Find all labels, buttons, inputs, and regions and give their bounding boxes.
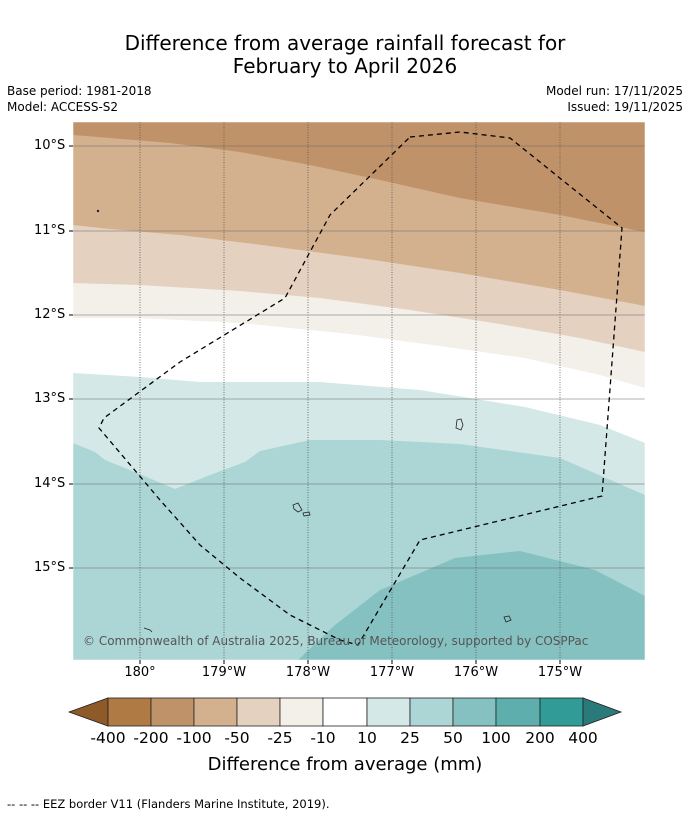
islet-north-west — [96, 209, 100, 213]
colorbar-tick-label: 200 — [525, 729, 555, 747]
colorbar — [67, 697, 623, 727]
lon-label-178w: 178°W — [285, 665, 331, 680]
colorbar-label: Difference from average (mm) — [207, 754, 483, 775]
lon-label-176w: 176°W — [453, 665, 499, 680]
issued-date: Issued: 19/11/2025 — [567, 100, 683, 114]
colorbar-tick-label: 10 — [357, 729, 377, 747]
colorbar-swatch-1 — [107, 697, 152, 727]
eez-border — [98, 131, 623, 646]
islands — [96, 209, 512, 633]
colorbar-tick-label: -10 — [310, 729, 336, 747]
map-bands — [73, 122, 645, 660]
chart-title-line-2: February to April 2026 — [232, 54, 458, 78]
colorbar-swatch-8 — [409, 697, 454, 727]
lat-label-15s: 15°S — [34, 560, 66, 575]
colorbar-tick-label: 50 — [443, 729, 463, 747]
colorbar-tick-label: -400 — [90, 729, 126, 747]
island-central-small — [302, 511, 311, 517]
colorbar-min-extension — [67, 697, 109, 727]
model-name: Model: ACCESS-S2 — [7, 100, 119, 114]
colorbar-swatch-5 — [279, 697, 324, 727]
colorbar-swatch-3 — [193, 697, 238, 727]
band-plus-50-100 — [298, 551, 645, 660]
band-minus-100-200 — [73, 122, 645, 232]
island-south-west — [143, 627, 153, 633]
island-south-east — [503, 615, 512, 623]
colorbar-tick-label: -100 — [176, 729, 212, 747]
colorbar-tick-label: 400 — [568, 729, 598, 747]
lat-label-10s: 10°S — [34, 138, 66, 153]
colorbar-swatch-11 — [539, 697, 584, 727]
lon-label-177w: 177°W — [369, 665, 415, 680]
chart-title-line-1: Difference from average rainfall forecas… — [124, 31, 566, 55]
colorbar-tick-label: 25 — [400, 729, 420, 747]
eez-footnote: -- -- -- EEZ border V11 (Flanders Marine… — [7, 797, 330, 811]
map-gridlines — [73, 145, 645, 569]
colorbar-tick-label: -200 — [133, 729, 169, 747]
colorbar-swatch-6 — [322, 697, 368, 727]
colorbar-max-extension — [582, 697, 623, 727]
lon-label-179w: 179°W — [201, 665, 247, 680]
lat-label-12s: 12°S — [34, 307, 66, 322]
colorbar-tick-label: -25 — [267, 729, 293, 747]
model-run: Model run: 17/11/2025 — [545, 84, 683, 98]
base-period: Base period: 1981-2018 — [7, 84, 152, 98]
map-meridians — [139, 122, 561, 660]
island-central — [292, 502, 303, 513]
lon-label-180: 180° — [124, 665, 156, 680]
lat-label-14s: 14°S — [34, 476, 66, 491]
map-frame — [72, 121, 646, 661]
colorbar-tick-label: -50 — [224, 729, 250, 747]
copyright-notice: © Commonwealth of Australia 2025, Bureau… — [83, 634, 589, 648]
lon-label-175w: 175°W — [537, 665, 583, 680]
colorbar-swatch-4 — [236, 697, 281, 727]
lat-label-11s: 11°S — [34, 223, 66, 238]
colorbar-swatch-7 — [366, 697, 411, 727]
colorbar-tick-label: 100 — [481, 729, 511, 747]
axis-ticks — [69, 145, 561, 664]
colorbar-swatch-9 — [452, 697, 497, 727]
island-north — [455, 418, 464, 431]
colorbar-swatch-2 — [150, 697, 195, 727]
colorbar-swatch-10 — [495, 697, 541, 727]
lat-label-13s: 13°S — [34, 391, 66, 406]
